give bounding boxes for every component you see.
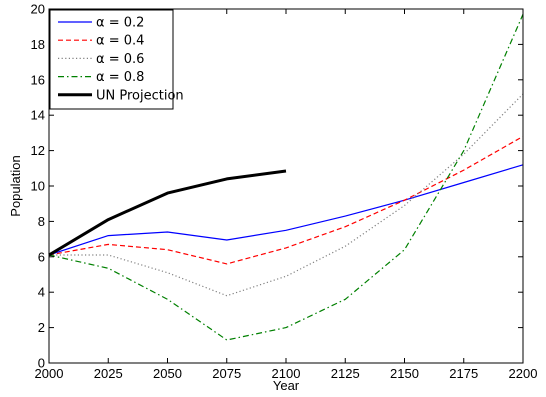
legend: α = 0.2 α = 0.4 α = 0.6 α = 0.8 UN Projectio… bbox=[49, 9, 184, 110]
legend-label-3: α = 0.6 bbox=[96, 52, 144, 67]
y-tick-label: 20 bbox=[31, 2, 45, 17]
series-line-3 bbox=[49, 93, 524, 297]
x-tick-label: 2150 bbox=[390, 366, 419, 381]
y-tick-label: 10 bbox=[31, 179, 45, 194]
y-tick-label: 8 bbox=[38, 214, 45, 229]
legend-label-5: UN Projection bbox=[96, 88, 184, 103]
x-tick-label: 2050 bbox=[153, 366, 182, 381]
x-axis-title: Year bbox=[273, 378, 300, 393]
y-tick-label: 0 bbox=[38, 356, 45, 371]
x-tick-label: 2125 bbox=[331, 366, 360, 381]
y-tick-label: 2 bbox=[38, 320, 45, 335]
x-tick-label: 2175 bbox=[449, 366, 478, 381]
legend-label-4: α = 0.8 bbox=[96, 70, 144, 85]
tick-layer: 2000 2025 2050 2075 2100 2125 2150 2175 2200 0 2 4 6… bbox=[31, 2, 538, 382]
x-tick-label: 2025 bbox=[94, 366, 123, 381]
series-line-1 bbox=[48, 164, 524, 256]
x-tick-label: 2100 bbox=[272, 366, 301, 381]
x-tick-label: 2200 bbox=[509, 366, 538, 381]
series-layer bbox=[48, 14, 524, 341]
legend-label-2: α = 0.4 bbox=[96, 34, 144, 49]
series-line-2 bbox=[48, 135, 524, 265]
y-tick-label: 14 bbox=[31, 108, 45, 123]
series-line-5 bbox=[48, 169, 287, 257]
y-tick-label: 18 bbox=[31, 37, 45, 52]
legend-box bbox=[49, 9, 174, 110]
x-tick-label: 2000 bbox=[35, 366, 64, 381]
x-tick-label: 2075 bbox=[212, 366, 241, 381]
series-line-4 bbox=[48, 14, 524, 341]
y-tick-label: 4 bbox=[38, 285, 45, 300]
y-axis-title: Population bbox=[8, 155, 23, 216]
legend-label-1: α = 0.2 bbox=[96, 16, 144, 31]
y-tick-label: 16 bbox=[31, 72, 45, 87]
plot-frame bbox=[48, 8, 524, 364]
y-tick-label: 12 bbox=[31, 143, 45, 158]
y-tick-label: 6 bbox=[38, 249, 45, 264]
